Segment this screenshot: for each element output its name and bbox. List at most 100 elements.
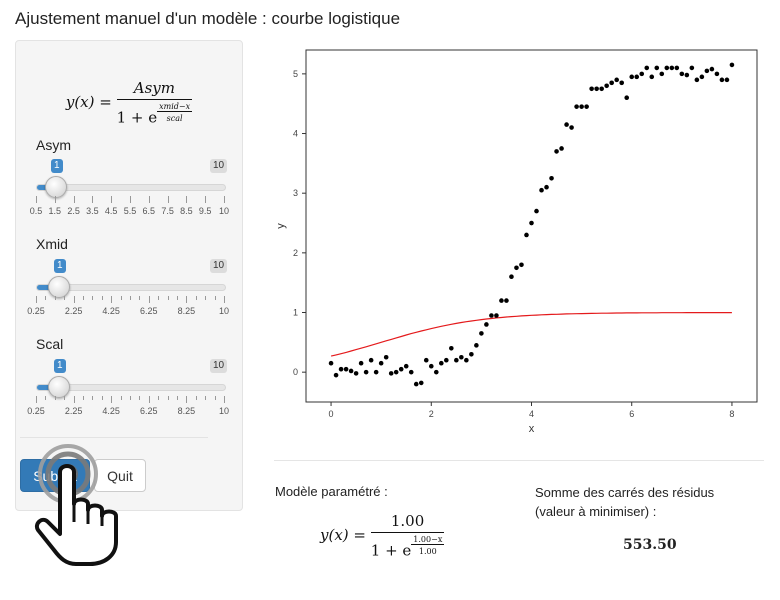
slider-asym-tick-labels: 0.5 1.5 2.5 3.5 4.5 5.5 6.5 7.5 8.5 9.5 10 — [30, 206, 230, 218]
data-point — [328, 360, 334, 366]
y-tick-label: 0 — [293, 367, 298, 377]
slider-scal-value: 1 — [54, 359, 66, 373]
data-point — [579, 104, 584, 109]
y-tick-label: 2 — [293, 248, 298, 258]
data-point — [559, 146, 564, 151]
slider-tick-label: 4.5 — [104, 206, 118, 216]
slider-xmid-track[interactable] — [36, 284, 226, 291]
slider-tick-label: 10 — [218, 206, 230, 216]
slider-scal-max: 10 — [210, 359, 228, 373]
data-point — [363, 369, 369, 375]
slider-asym-value: 1 — [51, 159, 63, 173]
data-point — [459, 354, 464, 360]
data-point — [659, 71, 665, 77]
data-point — [489, 313, 494, 318]
slider-tick-label: 10 — [218, 406, 230, 416]
data-point — [629, 74, 635, 80]
slider-label-scal: Scal — [36, 336, 64, 352]
slider-tick-label: 10 — [218, 306, 230, 316]
slider-asym-ticks — [36, 196, 226, 206]
slider-scal-tick-labels: 0.25 2.25 4.25 6.25 8.25 10 — [27, 406, 230, 418]
data-point — [408, 369, 414, 375]
data-point — [398, 366, 404, 372]
slider-tick-label: 2.25 — [64, 406, 83, 416]
data-point — [514, 265, 519, 271]
data-point — [484, 322, 489, 327]
data-point — [494, 313, 499, 318]
data-point — [614, 77, 619, 83]
slider-xmid-tick-labels: 0.25 2.25 4.25 6.25 8.25 10 — [27, 306, 230, 318]
data-point — [529, 220, 534, 226]
slider-tick-label: 0.25 — [27, 406, 45, 416]
fitted-curve — [330, 312, 732, 357]
slider-scal-ticks — [36, 396, 226, 406]
data-point — [353, 371, 359, 376]
slider-tick-label: 9.5 — [198, 206, 212, 216]
data-point — [679, 71, 685, 77]
formula-fraction: Asym 1 + e xmid−x scal — [116, 79, 193, 127]
x-tick-label: 8 — [729, 409, 734, 419]
data-point — [509, 274, 514, 280]
slider-tick-label: 1.5 — [48, 206, 62, 216]
data-point — [348, 368, 354, 374]
sidebar-panel: y(x) = Asym 1 + e xmid−x scal Asym 1 10 … — [15, 40, 243, 511]
data-point — [714, 71, 720, 77]
data-point — [594, 86, 599, 92]
data-point — [534, 208, 539, 214]
fitted-model-label: Modèle paramétré : — [275, 484, 388, 499]
slider-tick-label: 8.25 — [177, 306, 196, 316]
data-point — [604, 83, 609, 89]
y-tick-label: 1 — [293, 308, 298, 318]
data-point — [519, 262, 524, 268]
rss-value: 553.50 — [623, 537, 677, 553]
data-point — [709, 66, 715, 72]
slider-scal-handle[interactable] — [48, 376, 70, 398]
x-axis-label: x — [529, 423, 535, 435]
quit-button[interactable]: Quit — [94, 459, 146, 492]
data-point — [619, 80, 624, 86]
data-points — [328, 62, 735, 387]
slider-scal-track[interactable] — [36, 384, 226, 391]
model-formula: y(x) = Asym 1 + e xmid−x scal — [16, 79, 242, 127]
pointer-hand-icon — [35, 444, 118, 566]
slider-tick-label: 4.25 — [102, 306, 120, 316]
plot-frame — [305, 49, 758, 403]
slider-label-xmid: Xmid — [36, 236, 68, 252]
data-point — [599, 86, 604, 92]
slider-tick-label: 3.5 — [86, 206, 99, 216]
slider-asym-handle[interactable] — [45, 176, 67, 198]
data-point — [358, 360, 364, 366]
data-point — [729, 62, 735, 68]
formula-denominator: 1 + e xmid−x scal — [116, 102, 193, 127]
slider-tick-label: 7.5 — [161, 206, 174, 216]
slider-label-asym: Asym — [36, 137, 71, 153]
curve-line — [330, 312, 732, 357]
data-point — [564, 122, 569, 127]
data-point — [634, 74, 640, 80]
data-point — [499, 298, 504, 303]
data-point — [644, 65, 650, 71]
data-point — [338, 366, 344, 372]
y-tick-label: 5 — [293, 69, 298, 79]
data-point — [474, 343, 479, 348]
slider-tick-label: 4.25 — [102, 406, 120, 416]
slider-tick-label: 0.5 — [29, 206, 43, 216]
x-tick-label: 0 — [329, 409, 334, 419]
data-point — [524, 232, 529, 238]
data-point — [378, 360, 384, 366]
app-title: Ajustement manuel d'un modèle : courbe l… — [15, 9, 401, 28]
slider-xmid-value: 1 — [54, 259, 66, 273]
data-point — [674, 65, 680, 71]
slider-asym-track[interactable] — [36, 184, 226, 191]
data-point — [569, 125, 574, 130]
fitted-model-formula: y(x) = 1.00 1 + e 1.00−x 1.00 — [320, 512, 445, 560]
slider-tick-label: 2.5 — [67, 206, 80, 216]
data-point — [704, 68, 710, 74]
data-point — [664, 65, 670, 71]
results-divider — [274, 460, 764, 461]
slider-tick-label: 5.5 — [123, 206, 137, 216]
slider-xmid-handle[interactable] — [48, 276, 70, 298]
data-point — [684, 72, 690, 78]
data-point — [479, 331, 484, 336]
fitted-denominator: 1 + e 1.00−x 1.00 — [370, 535, 445, 560]
